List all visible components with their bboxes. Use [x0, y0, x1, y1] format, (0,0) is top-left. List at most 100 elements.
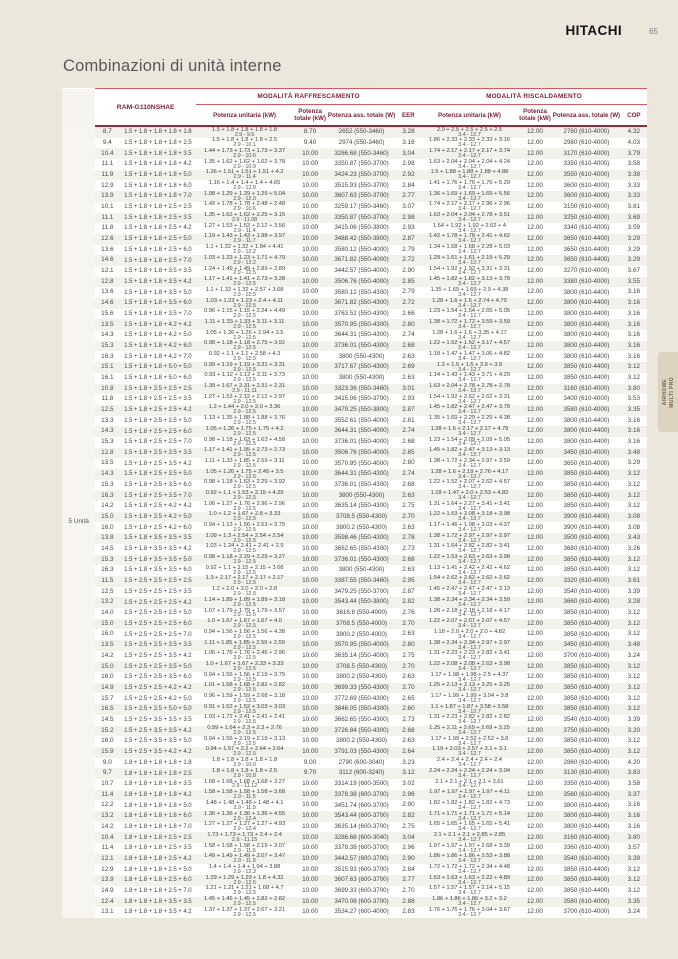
cooling-unit-power-cell: 1.06 + 1.76 + 1.76 + 2.46 + 2.96 2.9 - 12…	[196, 650, 293, 662]
capacity-cell: 13.5	[95, 640, 120, 651]
cooling-unit-power-cell: 0.99 + 1.64 + 2.3 + 2.3 + 2.76 2.9 - 12.5	[196, 725, 293, 737]
cop-cell: 3.29	[620, 233, 647, 245]
heating-unit-power-cell: 1.63 + 1.63 + 1.63 + 2.22 + 4.89 3.4 - 12…	[421, 875, 518, 886]
combo-cell: 1.5 + 2.5 + 2.5 + 3.5 + 4.2	[119, 650, 197, 662]
unit-power-values: 1.24 + 1.49 + 1.49 + 2.89 + 2.89	[204, 265, 286, 272]
cooling-mode-header: MODALITÀ RAFFRESCAMENTO	[196, 88, 422, 105]
modulation-range: 3.4 - 12.7	[458, 879, 481, 886]
cop-cell: 3.35	[620, 896, 647, 908]
cop-cell: 3.24	[620, 650, 647, 662]
unit-power-values: 1.29 + 1.29 + 1.29 + 1.8 + 4.32	[205, 874, 284, 881]
table-row: 14.9 1.5 + 2.5 + 2.5 + 4.2 + 4.2 1.01 + 1.…	[62, 682, 647, 694]
cop-cell: 3.12	[620, 362, 647, 373]
table-row: 9.0 1.8 + 1.8 + 1.8 + 1.8 + 1.8 1.8 + 1.8 …	[62, 757, 647, 769]
cooling-unit-power-cell: 0.94 + 1.56 + 2.19 + 2.19 + 3.13 2.9 - 12…	[196, 736, 293, 747]
unit-power-values: 1.16 + 1.4 + 1.4 + 1.4 + 4.65	[208, 180, 281, 187]
cooling-absorbed-power-cell: 3350.87 (550-3700)	[327, 159, 396, 170]
modulation-range: 2.9 - 12.5	[233, 719, 256, 726]
combo-cell: 1.5 + 1.8 + 1.8 + 2.5 + 6.0	[119, 244, 197, 256]
modulation-range: 3.4 - 12.7	[458, 762, 481, 769]
eer-cell: 2.88	[395, 896, 422, 908]
cooling-total-power-cell: 10.00	[292, 383, 328, 395]
combo-cell: 1.5 + 1.8 + 2.5 + 3.5 + 5.0	[119, 469, 197, 480]
cop-cell: 3.81	[620, 201, 647, 213]
heating-absorbed-power-cell: 3320 (610-4000)	[552, 575, 621, 587]
table-row: 11.1 1.5 + 1.8 + 1.8 + 2.5 + 3.5 1.35 + 1.…	[62, 212, 647, 224]
cooling-total-power-cell: 10.00	[292, 223, 328, 234]
heating-absorbed-power-cell: 3900 (610-4400)	[552, 522, 621, 534]
cooling-absorbed-power-cell: 3543.44 (550-3800)	[327, 597, 396, 608]
modulation-range: 3.4 - 12.7	[458, 206, 481, 213]
eer-cell: 2.63	[395, 565, 422, 576]
modulation-range: 2.9 - 12.5	[233, 334, 256, 341]
unit-power-values: 1.49 + 1.78 + 1.78 + 2.48 + 2.48	[204, 201, 286, 208]
heating-unit-power-cell: 1.38 + 1.72 + 1.72 + 3.59 + 3.59 3.4 - 12…	[421, 319, 518, 331]
heating-absorbed-power-cell: 3660 (610-4000)	[552, 597, 621, 608]
cooling-total-power-cell: 10.00	[292, 575, 328, 587]
cooling-absorbed-power-cell: 3736.01 (550-4300)	[327, 554, 396, 566]
combo-cell: 1.5 + 1.8 + 2.5 + 2.5 + 7.0	[119, 436, 197, 448]
unit-power-values: 0.92 + 1.1 + 1.1 + 2.58 + 4.3	[208, 351, 281, 358]
capacity-cell: 16.0	[95, 736, 120, 747]
table-row: 14.6 1.5 + 1.8 + 1.8 + 3.5 + 6.0 1.03 + 1.…	[62, 298, 647, 309]
eer-cell: 2.72	[395, 298, 422, 309]
cooling-total-power-cell: 10.00	[292, 511, 328, 523]
modulation-range: 3.4 - 12.7	[458, 430, 481, 437]
modulation-range: 3.4 - 12.7	[458, 665, 481, 672]
eer-cell: 2.77	[395, 191, 422, 202]
cooling-absorbed-power-cell: 3286.68 (600-3040)	[327, 832, 396, 844]
heating-total-power-cell: 12.00	[517, 586, 553, 598]
heating-unit-power-cell: 1.65 + 1.65 + 1.65 + 1.65 + 5.41 3.4 - 12…	[421, 821, 518, 833]
cooling-unit-power-cell: 1.03 + 1.72 + 2.41 + 2.41 + 2.41 2.9 - 12…	[196, 715, 293, 726]
unit-power-values: 0.92 + 1.1 + 2.15 + 2.15 + 3.68	[205, 564, 284, 571]
heating-absorbed-power-header: Potenza ass. totale (W)	[552, 104, 621, 127]
eer-cell: 2.68	[395, 554, 422, 566]
table-row: 11.8 1.5 + 1.8 + 1.8 + 2.5 + 4.2 1.27 + 1.…	[62, 223, 647, 234]
heating-total-power-cell: 12.00	[517, 746, 553, 758]
cop-cell: 3.12	[620, 554, 647, 566]
modulation-range: 3.4 - 12.7	[458, 259, 481, 266]
capacity-cell: 14.6	[95, 255, 120, 266]
heating-total-power-cell: 12.00	[517, 201, 553, 213]
heating-unit-power-cell: 1.22 + 1.53 + 2.08 + 3.18 + 3.98 3.4 - 12…	[421, 511, 518, 523]
cooling-unit-power-cell: 1.2 + 2.0 + 2.0 + 2.0 + 2.8 2.9 - 12.5	[196, 586, 293, 598]
unit-power-values: 1.11 + 1.33 + 1.33 + 3.11 + 3.11	[204, 318, 285, 325]
capacity-cell: 12.9	[95, 180, 120, 192]
cooling-total-power-cell: 10.00	[292, 490, 328, 502]
unit-power-values: 1.01 + 1.68 + 1.68 + 2.82 + 2.82	[204, 682, 286, 689]
heating-unit-power-cell: 1.28 + 1.6 + 2.19 + 2.76 + 4.17 3.4 - 12.…	[421, 469, 518, 480]
table-row: 10.7 1.8 + 1.8 + 1.8 + 1.8 + 3.5 1.68 + 1.…	[62, 779, 647, 790]
cop-cell: 3.12	[620, 490, 647, 502]
cooling-total-power-cell: 10.00	[292, 362, 328, 373]
cop-cell: 3.33	[620, 191, 647, 202]
modulation-range: 2.9 - 11.11	[232, 388, 257, 394]
modulation-range: 2.9 - 12.5	[233, 270, 256, 277]
cooling-unit-power-cell: 1.26 + 1.51 + 1.51 + 1.51 + 4.2 2.9 - 11.…	[196, 169, 293, 181]
heating-absorbed-power-cell: 3800 (610-4400)	[552, 800, 621, 811]
table-row: 16.3 1.5 + 1.8 + 3.5 + 3.5 + 6.0 0.92 + 1.…	[62, 565, 647, 576]
cooling-total-power-cell: 10.00	[292, 778, 328, 790]
unit-power-values: 1.38 + 1.72 + 2.34 + 2.97 + 3.59	[428, 457, 510, 464]
capacity-cell: 12.5	[95, 404, 120, 416]
modulation-range: 3.4 - 12.7	[458, 281, 481, 288]
modulation-range: 2.9 - 12.5	[233, 687, 256, 694]
table-row: 16.0 1.5 + 2.5 + 3.5 + 3.5 + 5.0 0.94 + 1.…	[62, 736, 647, 747]
cooling-absorbed-power-cell: 3479.25 (550-3800)	[327, 404, 396, 416]
unit-power-values: 0.99 + 1.64 + 2.3 + 2.3 + 2.76	[207, 725, 282, 732]
modulation-range: 2.9 - 12.5	[233, 526, 256, 533]
modulation-range: 3.4 - 12.7	[458, 890, 481, 897]
cooling-unit-power-cell: 1.16 + 1.4 + 1.4 + 1.4 + 4.65 2.9 - 12.0	[196, 180, 293, 192]
cop-cell: 3.67	[620, 265, 647, 277]
combo-cell: 1.5 + 2.5 + 3.5 + 4.2 + 4.2	[119, 746, 197, 758]
capacity-cell: 9.7	[95, 768, 120, 779]
modulation-range: 3.4 - 12.7	[458, 901, 481, 907]
modulation-range: 3.4 - 12.7	[458, 152, 481, 159]
capacity-cell: 15.0	[95, 618, 120, 630]
capacity-cell: 16.0	[95, 672, 120, 683]
unit-power-values: 1.17 + 1.41 + 1.95 + 2.73 + 2.73	[204, 447, 286, 454]
table-row: 13.9 1.8 + 1.8 + 1.8 + 2.5 + 6.0 1.29 + 1.…	[62, 875, 647, 886]
eer-cell: 2.85	[395, 276, 422, 288]
unit-power-values: 0.94 + 1.57 + 2.2 + 2.64 + 2.64	[205, 746, 284, 753]
heating-unit-power-cell: 1.72 + 1.72 + 1.72 + 2.34 + 4.48 3.4 - 12…	[421, 864, 518, 876]
cooling-unit-power-cell: 1.05 + 1.26 + 1.26 + 2.94 + 3.5 2.9 - 12.…	[196, 330, 293, 341]
